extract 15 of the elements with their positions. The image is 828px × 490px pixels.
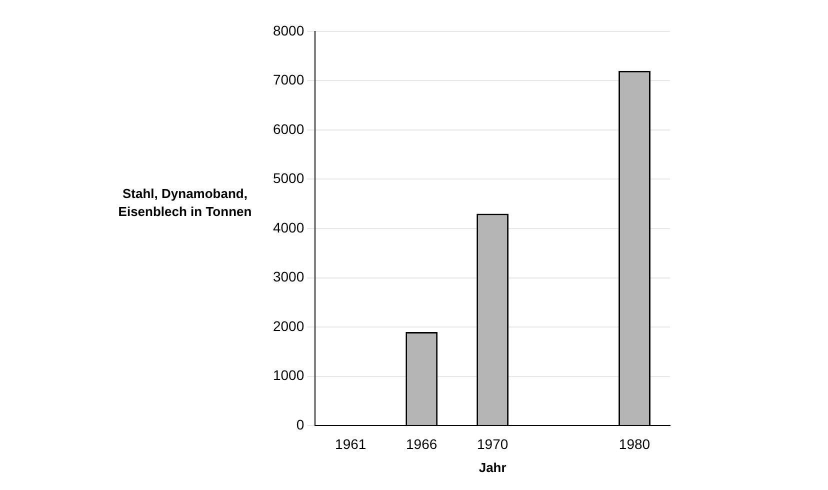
x-tick-label: 1961 bbox=[335, 436, 366, 452]
y-tick-label: 0 bbox=[296, 416, 304, 432]
y-tick-label: 7000 bbox=[272, 72, 304, 88]
x-tick-label: 1966 bbox=[406, 436, 438, 452]
y-axis-title: Stahl, Dynamoband, Eisenblech in Tonnen bbox=[117, 185, 253, 221]
y-tick-label: 6000 bbox=[272, 120, 304, 137]
y-tick-label: 2000 bbox=[272, 318, 304, 334]
x-tick-label: 1970 bbox=[476, 436, 508, 452]
y-tick-label: 4000 bbox=[272, 219, 304, 236]
y-tick-label: 3000 bbox=[272, 268, 304, 285]
y-tick-label: 5000 bbox=[272, 170, 304, 186]
x-tick-label: 1980 bbox=[618, 436, 650, 452]
y-tick-label: 1000 bbox=[272, 367, 304, 384]
x-axis-title: Jahr bbox=[478, 460, 506, 475]
y-tick-label: 8000 bbox=[272, 22, 304, 38]
